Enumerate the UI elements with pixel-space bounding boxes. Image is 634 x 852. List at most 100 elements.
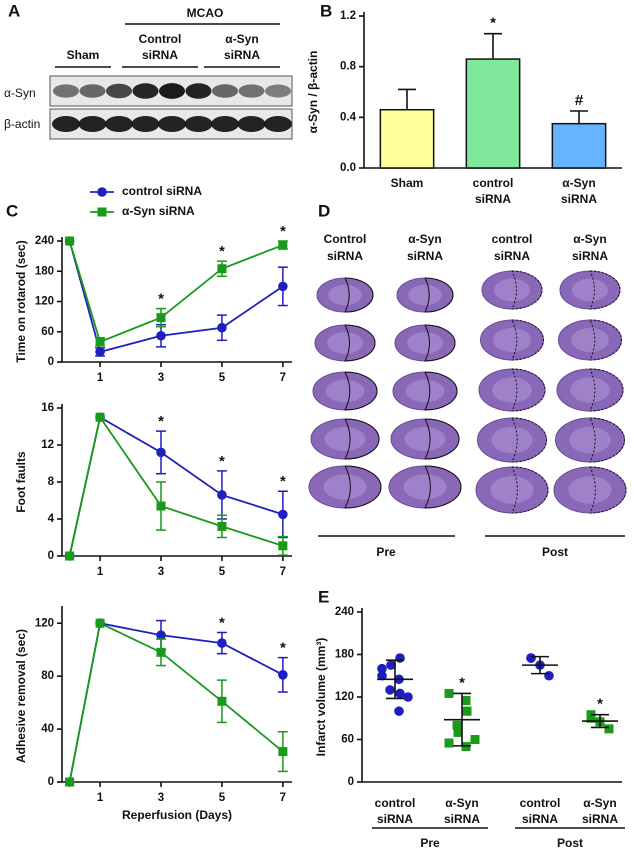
row-label: α-Syn [4,86,36,100]
x-tick-label: control siRNA [473,176,514,206]
y-tick-label: 0 [48,776,54,788]
column-label: α-Syn siRNA [572,232,608,263]
point [217,696,227,706]
infarct-outline [589,319,622,361]
point [95,412,105,422]
panel-letter: D [318,201,330,220]
x-tick-label: control siRNA [375,796,416,826]
brain-core [570,377,610,403]
point [95,347,105,357]
column-label-line: α-Syn [408,232,441,246]
lane-label: Control siRNA [139,32,182,62]
point [453,727,463,737]
infarct-outline [344,277,374,313]
series-line [68,415,284,557]
point [385,685,395,695]
point [278,509,288,520]
point [156,447,166,458]
infarct-outline [511,319,544,361]
annotation: * [490,15,496,32]
point [278,240,288,250]
x-tick-label: 1 [97,792,104,804]
point [544,670,554,681]
brain-core [568,476,612,504]
x-tick-label-line: α-Syn [583,796,616,810]
band [78,116,107,132]
lane-label-line: siRNA [142,48,178,62]
band [238,84,265,98]
y-axis-label: Time on rotarod (sec) [14,240,28,362]
point [156,647,166,657]
annotation: * [280,640,286,657]
y-tick-label: 180 [335,649,354,661]
y-tick-label: 60 [341,734,354,746]
point [403,692,413,702]
y-tick-label: 0.0 [340,162,356,174]
bar [551,122,607,169]
y-tick-label: 0.4 [340,111,357,123]
infarct-outline [511,466,549,514]
annotation: * [280,473,286,490]
brain-core [324,427,366,451]
x-tick-label-line: siRNA [444,812,480,826]
x-tick-label-line: control [375,796,416,810]
y-tick-label: 240 [335,606,354,618]
x-tick-label: Sham [391,176,424,190]
infarct-outline [344,324,376,362]
annotation: * [219,243,225,260]
x-tick-label: 5 [219,792,226,804]
point [156,313,166,323]
series-line [68,621,284,783]
band [237,116,266,132]
point [65,236,75,246]
y-axis-label: α-Syn / β-actin [306,51,320,134]
point [394,706,404,716]
legend-label: control siRNA [122,184,202,198]
panel-letter: B [320,1,332,20]
group-label: Pre [420,836,440,850]
band [159,83,185,99]
x-axis-label: Reperfusion (Days) [122,808,232,822]
brain-core [407,332,443,354]
brain-core [490,476,534,504]
x-tick-label: 3 [158,372,164,384]
infarct-outline [589,466,627,514]
infarct-outline [424,277,454,313]
point [395,653,405,663]
infarct-outline [589,368,624,412]
band [106,83,132,99]
point [395,688,405,699]
y-tick-label: 0 [348,776,354,788]
band [265,84,291,98]
point [217,490,227,500]
lane-label: Sham [67,48,100,62]
infarct-outline [424,371,458,411]
brain-core [403,474,447,500]
brain-core [572,278,608,302]
x-tick-label-line: control [473,176,514,190]
column-label-line: α-Syn [573,232,606,246]
column-label: Control siRNA [324,232,367,263]
brain-core [492,377,532,403]
lane-label-line: siRNA [224,48,260,62]
lane-label: α-Syn siRNA [224,32,260,62]
annotation: * [219,614,225,631]
y-tick-label: 8 [48,476,55,488]
brain-core [327,332,363,354]
x-tick-label-line: α-Syn [445,796,478,810]
x-tick-label: 5 [219,566,226,578]
brain-core [569,426,611,454]
column-label: α-Syn siRNA [407,232,443,263]
x-tick-label: α-Syn siRNA [561,176,597,206]
point [386,660,396,670]
x-tick-label: 3 [158,792,164,804]
point [278,670,288,680]
legend-marker [97,207,107,217]
brain-core [405,379,445,403]
band [131,116,160,132]
x-tick-label: 3 [158,566,164,578]
legend-marker [97,187,107,197]
group-label: MCAO [187,6,224,20]
annotation: * [459,674,465,691]
x-tick-label: 7 [280,566,286,578]
